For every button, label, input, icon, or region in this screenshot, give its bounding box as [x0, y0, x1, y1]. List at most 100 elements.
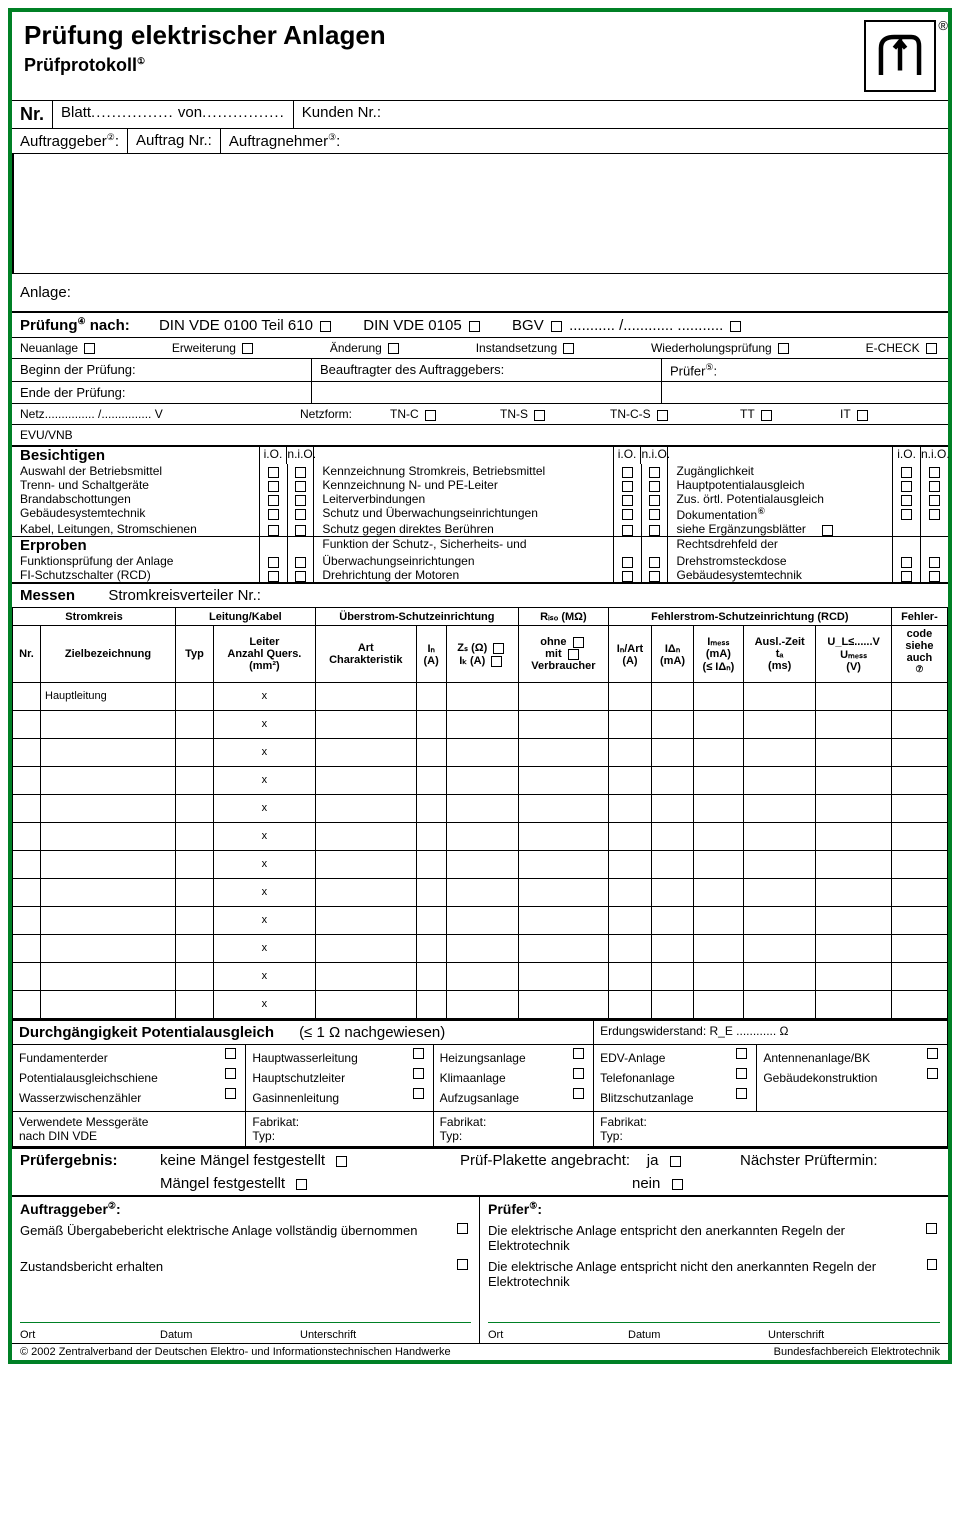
- checkbox[interactable]: [622, 495, 633, 506]
- checkbox[interactable]: [573, 1088, 584, 1099]
- checkbox[interactable]: [225, 1068, 236, 1079]
- checkbox[interactable]: [336, 1156, 347, 1167]
- checkbox[interactable]: [622, 571, 633, 582]
- checkbox[interactable]: [929, 509, 940, 520]
- sign-labels: Ort Datum Unterschrift Ort Datum Untersc…: [12, 1327, 948, 1344]
- checkbox[interactable]: [929, 495, 940, 506]
- checkbox[interactable]: [457, 1223, 468, 1234]
- pot-cell: EDV-AnlageTelefonanlageBlitzschutzanlage: [594, 1044, 757, 1111]
- checkbox[interactable]: [822, 525, 833, 536]
- checkbox[interactable]: [649, 571, 660, 582]
- checkbox[interactable]: [622, 557, 633, 568]
- checkbox[interactable]: [563, 343, 574, 354]
- ende-row: Ende der Prüfung:: [12, 382, 948, 404]
- checkbox[interactable]: [295, 495, 306, 506]
- footer: © 2002 Zentralverband der Deutschen Elek…: [12, 1344, 948, 1360]
- checkbox[interactable]: [320, 321, 331, 332]
- checkbox[interactable]: [901, 467, 912, 478]
- checkbox[interactable]: [649, 509, 660, 520]
- checkbox[interactable]: [425, 410, 436, 421]
- checkbox[interactable]: [295, 509, 306, 520]
- art-row: Neuanlage Erweiterung Änderung Instandse…: [12, 338, 948, 359]
- checkbox[interactable]: [929, 467, 940, 478]
- checkbox[interactable]: [573, 1048, 584, 1059]
- table-row: x: [13, 934, 948, 962]
- checkbox[interactable]: [469, 321, 480, 332]
- checkbox[interactable]: [926, 1223, 937, 1234]
- besichtigen-row: GebäudesystemtechnikSchutz und Überwachu…: [12, 506, 948, 522]
- checkbox[interactable]: [901, 509, 912, 520]
- checkbox[interactable]: [296, 1179, 307, 1190]
- checkbox[interactable]: [670, 1156, 681, 1167]
- checkbox[interactable]: [926, 343, 937, 354]
- checkbox[interactable]: [927, 1259, 937, 1270]
- checkbox[interactable]: [493, 643, 504, 654]
- checkbox[interactable]: [622, 525, 633, 536]
- checkbox[interactable]: [268, 509, 279, 520]
- checkbox[interactable]: [901, 495, 912, 506]
- checkbox[interactable]: [927, 1068, 938, 1079]
- checkbox[interactable]: [736, 1048, 747, 1059]
- checkbox[interactable]: [225, 1048, 236, 1059]
- table-row: x: [13, 794, 948, 822]
- checkbox[interactable]: [295, 525, 306, 536]
- checkbox[interactable]: [268, 525, 279, 536]
- checkbox[interactable]: [225, 1088, 236, 1099]
- checkbox[interactable]: [857, 410, 868, 421]
- checkbox[interactable]: [778, 343, 789, 354]
- checkbox[interactable]: [295, 467, 306, 478]
- erproben-row: FI-Schutzschalter (RCD) Drehrichtung der…: [12, 568, 948, 584]
- checkbox[interactable]: [295, 481, 306, 492]
- checkbox[interactable]: [295, 557, 306, 568]
- checkbox[interactable]: [929, 557, 940, 568]
- checkbox[interactable]: [413, 1048, 424, 1059]
- checkbox[interactable]: [491, 656, 502, 667]
- checkbox[interactable]: [672, 1179, 683, 1190]
- checkbox[interactable]: [649, 495, 660, 506]
- checkbox[interactable]: [929, 481, 940, 492]
- sign-row: Zustandsbericht erhalten Die elektrische…: [12, 1256, 948, 1292]
- checkbox[interactable]: [927, 1048, 938, 1059]
- checkbox[interactable]: [736, 1068, 747, 1079]
- checkbox[interactable]: [901, 481, 912, 492]
- checkbox[interactable]: [622, 467, 633, 478]
- checkbox[interactable]: [457, 1259, 468, 1270]
- table-row: x: [13, 850, 948, 878]
- table-row: x: [13, 990, 948, 1018]
- checkbox[interactable]: [622, 509, 633, 520]
- checkbox[interactable]: [413, 1088, 424, 1099]
- checkbox[interactable]: [573, 637, 584, 648]
- checkbox[interactable]: [649, 481, 660, 492]
- pot-cell: HeizungsanlageKlimaanlageAufzugsanlage: [433, 1044, 594, 1111]
- checkbox[interactable]: [573, 1068, 584, 1079]
- besichtigen-row: Kabel, Leitungen, StromschienenSchutz ge…: [12, 522, 948, 536]
- checkbox[interactable]: [568, 649, 579, 660]
- checkbox[interactable]: [268, 571, 279, 582]
- checkbox[interactable]: [761, 410, 772, 421]
- checkbox[interactable]: [649, 467, 660, 478]
- checkbox[interactable]: [268, 495, 279, 506]
- besichtigen-rows: Auswahl der BetriebsmittelKennzeichnung …: [12, 464, 948, 536]
- checkbox[interactable]: [730, 321, 741, 332]
- checkbox[interactable]: [901, 557, 912, 568]
- checkbox[interactable]: [84, 343, 95, 354]
- checkbox[interactable]: [388, 343, 399, 354]
- checkbox[interactable]: [929, 571, 940, 582]
- checkbox[interactable]: [649, 525, 660, 536]
- checkbox[interactable]: [551, 321, 562, 332]
- checkbox[interactable]: [657, 410, 668, 421]
- checkbox[interactable]: [268, 467, 279, 478]
- checkbox[interactable]: [736, 1088, 747, 1099]
- checkbox[interactable]: [622, 481, 633, 492]
- checkbox[interactable]: [901, 571, 912, 582]
- checkbox[interactable]: [534, 410, 545, 421]
- checkbox[interactable]: [295, 571, 306, 582]
- messen-table: Stromkreis Leitung/Kabel Überstrom-Schut…: [12, 607, 948, 1019]
- checkbox[interactable]: [268, 557, 279, 568]
- checkbox[interactable]: [268, 481, 279, 492]
- table-row: x: [13, 906, 948, 934]
- checkbox[interactable]: [649, 557, 660, 568]
- ergebnis-row: Prüfergebnis: keine Mängel festgestellt …: [12, 1147, 948, 1172]
- checkbox[interactable]: [413, 1068, 424, 1079]
- checkbox[interactable]: [242, 343, 253, 354]
